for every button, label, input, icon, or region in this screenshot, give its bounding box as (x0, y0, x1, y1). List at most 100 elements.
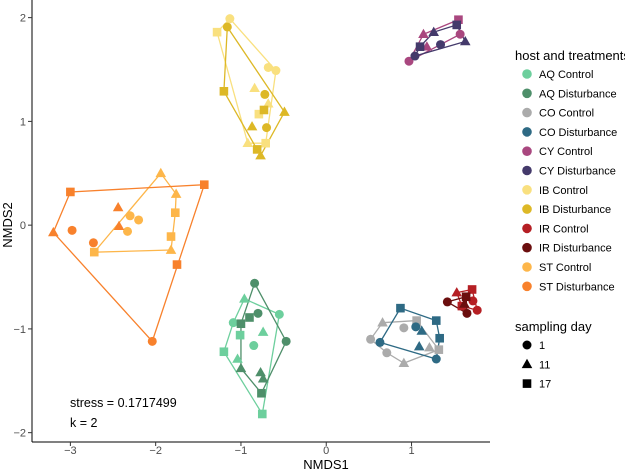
x-tick-label: 1 (408, 445, 414, 457)
point-ib-disturbance-day-1 (260, 89, 270, 99)
legend-label: IR Control (539, 223, 589, 235)
legend-key-co-disturbance (522, 127, 532, 137)
point-cy-control-day-17 (454, 15, 463, 25)
point-ib-disturbance-day-17 (259, 105, 269, 115)
point-cy-disturbance-day-1 (410, 51, 420, 61)
point-co-disturbance-day-1 (431, 354, 441, 364)
point-co-control-day-11 (424, 342, 435, 352)
point-ir-disturbance-day-1 (442, 297, 452, 307)
point-ir-control-day-11 (451, 287, 463, 297)
point-ib-control-day-1 (263, 62, 273, 72)
point-cy-control-day-1 (404, 56, 414, 66)
point-ir-disturbance-day-17 (461, 292, 471, 302)
point-aq-disturbance-day-1 (253, 308, 263, 318)
point-cy-control-day-1 (455, 29, 465, 39)
legend-color-title: host and treatments (515, 48, 625, 63)
point-st-control-day-17 (170, 208, 180, 217)
point-ib-control-day-1 (271, 66, 281, 76)
point-co-control-day-11 (377, 317, 388, 327)
point-co-control-day-17 (412, 316, 421, 325)
legend-label: IR Disturbance (539, 243, 612, 255)
point-co-disturbance-day-1 (375, 337, 385, 347)
legend-key-st-control (522, 262, 532, 272)
point-co-disturbance-day-17 (435, 333, 444, 343)
x-axis-label: NMDS1 (303, 457, 349, 471)
legend: host and treatments sampling day AQ Cont… (515, 48, 625, 391)
x-tick-label: −1 (235, 445, 248, 457)
point-st-disturbance-day-17 (199, 180, 209, 189)
hull-co-disturbance (378, 307, 441, 360)
point-st-disturbance-day-1 (88, 238, 98, 248)
legend-key-co-control (522, 107, 532, 118)
point-aq-control-day-11 (257, 326, 269, 336)
point-ir-control-day-1 (472, 305, 482, 315)
legend-label: ST Disturbance (539, 281, 615, 293)
hull-layer (52, 17, 479, 416)
point-st-disturbance-day-11 (112, 202, 124, 212)
legend-shape-title: sampling day (515, 319, 592, 334)
point-co-disturbance-day-17 (396, 303, 405, 313)
x-tick-label: −2 (149, 445, 162, 457)
point-aq-control-day-17 (235, 330, 245, 340)
point-co-control-day-1 (366, 334, 376, 344)
point-aq-control-day-1 (249, 341, 259, 351)
point-ir-control-day-1 (468, 296, 478, 306)
point-aq-control-day-17 (219, 347, 229, 357)
y-tick-label: −2 (13, 428, 26, 440)
point-aq-disturbance-day-17 (257, 388, 266, 398)
point-ib-control-day-11 (242, 137, 254, 147)
legend-label: CO Control (539, 108, 594, 120)
legend-label: CO Disturbance (539, 127, 617, 139)
point-st-control-day-11 (170, 188, 182, 198)
legend-label: IB Disturbance (539, 204, 611, 216)
stress-annotation: stress = 0.1717499 (70, 396, 177, 410)
legend-label: CY Disturbance (539, 166, 616, 178)
point-st-control-day-1 (123, 226, 133, 236)
point-co-control-day-1 (399, 323, 409, 333)
k-annotation: k = 2 (70, 416, 97, 430)
point-co-disturbance-day-11 (413, 341, 425, 351)
legend-shape-label: 1 (539, 340, 545, 352)
legend-label: ST Control (539, 262, 591, 274)
y-tick-label: 1 (20, 116, 26, 128)
point-st-disturbance-day-17 (172, 260, 182, 269)
point-ib-disturbance-day-11 (279, 106, 290, 116)
legend-key-ib-disturbance (522, 204, 532, 214)
point-ib-control-day-1 (225, 14, 235, 24)
point-st-disturbance-day-11 (48, 226, 59, 237)
legend-shape-square (522, 379, 532, 388)
point-ir-disturbance-day-1 (462, 308, 472, 318)
point-co-control-day-17 (434, 345, 444, 354)
legend-shape-label: 17 (539, 379, 551, 391)
point-ib-disturbance-day-17 (219, 87, 229, 96)
point-aq-disturbance-day-11 (235, 362, 247, 373)
legend-label: IB Control (539, 185, 588, 197)
point-aq-control-day-17 (257, 409, 267, 419)
point-st-control-day-1 (125, 211, 135, 221)
x-tick-label: 0 (323, 445, 329, 457)
point-ib-control-day-17 (254, 109, 264, 119)
x-tick-label: −3 (64, 445, 77, 457)
point-ib-control-day-11 (262, 98, 274, 108)
point-ib-disturbance-day-1 (262, 123, 272, 133)
point-ib-control-day-11 (249, 82, 260, 92)
point-st-disturbance-day-11 (113, 220, 125, 230)
legend-key-ir-control (522, 223, 532, 234)
point-cy-disturbance-day-11 (428, 26, 440, 36)
points-layer (48, 14, 482, 419)
point-cy-disturbance-day-17 (452, 20, 462, 30)
point-cy-disturbance-day-1 (436, 40, 446, 50)
point-ir-disturbance-day-11 (459, 298, 470, 308)
legend-key-ir-disturbance (522, 242, 532, 253)
legend-key-aq-disturbance (522, 88, 532, 99)
point-aq-control-day-11 (232, 353, 243, 363)
legend-label: CY Control (539, 146, 593, 158)
point-ib-disturbance-day-11 (255, 150, 266, 160)
hull-st-disturbance (52, 183, 206, 343)
legend-key-aq-control (522, 69, 532, 79)
legend-key-cy-disturbance (522, 165, 532, 176)
point-cy-control-day-11 (418, 28, 429, 39)
point-st-control-day-17 (166, 232, 176, 241)
point-aq-disturbance-day-1 (250, 278, 260, 288)
legend-label: AQ Control (539, 69, 593, 81)
